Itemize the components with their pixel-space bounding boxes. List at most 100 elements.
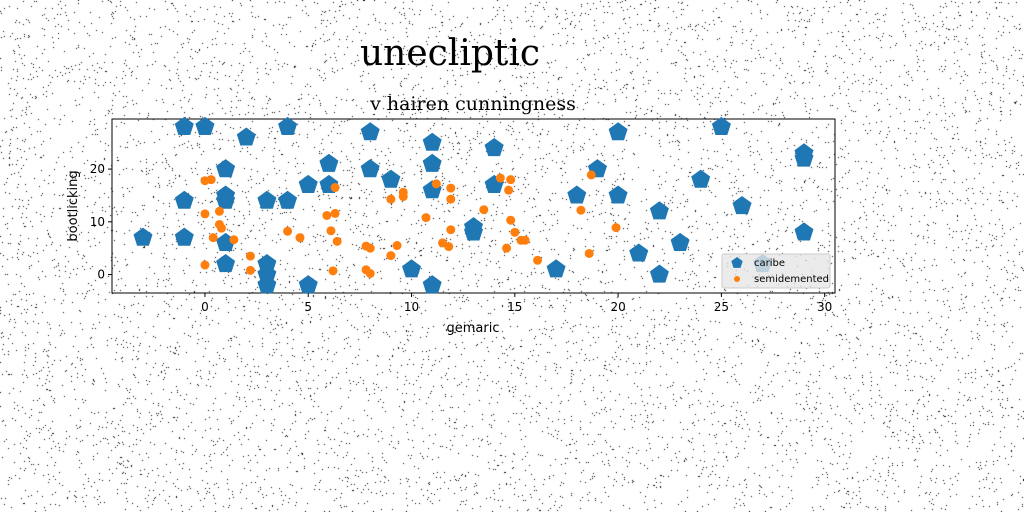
point-semidemented xyxy=(245,251,255,261)
point-semidemented xyxy=(446,225,456,235)
point-semidemented xyxy=(611,223,621,233)
point-caribe xyxy=(216,254,236,273)
point-caribe xyxy=(174,190,194,209)
point-semidemented xyxy=(328,266,338,276)
point-semidemented xyxy=(214,206,224,216)
y-tick-label: 20 xyxy=(90,162,105,176)
point-caribe xyxy=(649,201,669,220)
x-tick-label: 20 xyxy=(610,300,625,314)
point-semidemented xyxy=(398,192,408,202)
legend-marker-semidemented xyxy=(734,276,740,282)
point-caribe xyxy=(216,190,236,209)
point-semidemented xyxy=(495,173,505,183)
point-semidemented xyxy=(330,208,340,218)
point-caribe xyxy=(174,116,194,135)
point-caribe xyxy=(794,222,814,241)
point-semidemented xyxy=(229,235,239,245)
point-semidemented xyxy=(295,233,305,243)
point-semidemented xyxy=(283,226,293,236)
point-caribe xyxy=(649,264,669,283)
point-caribe xyxy=(381,169,401,188)
point-caribe xyxy=(422,153,442,172)
legend-label-semidemented: semidemented xyxy=(754,274,829,285)
point-semidemented xyxy=(200,260,210,270)
point-semidemented xyxy=(245,265,255,275)
point-caribe xyxy=(360,159,380,178)
y-tick-label: 0 xyxy=(97,268,105,282)
legend: caribe semidemented xyxy=(721,253,831,289)
point-semidemented xyxy=(326,226,336,236)
x-axis-label: gemaric xyxy=(447,321,500,336)
point-semidemented xyxy=(421,213,431,223)
point-semidemented xyxy=(446,183,456,193)
point-caribe xyxy=(257,254,277,273)
x-tick-label: 15 xyxy=(507,300,522,314)
point-caribe xyxy=(298,275,318,294)
point-semidemented xyxy=(200,209,210,219)
point-semidemented xyxy=(586,170,596,180)
point-semidemented xyxy=(365,268,375,278)
plot-frame xyxy=(111,118,836,294)
point-caribe xyxy=(422,275,442,294)
point-semidemented xyxy=(392,241,402,251)
point-caribe xyxy=(257,190,277,209)
x-tick-label: 5 xyxy=(304,300,312,314)
point-semidemented xyxy=(584,248,594,258)
point-caribe xyxy=(629,243,649,262)
legend-label-caribe: caribe xyxy=(754,258,785,269)
point-caribe xyxy=(608,122,628,141)
point-caribe xyxy=(278,190,298,209)
point-caribe xyxy=(732,196,752,215)
point-caribe xyxy=(608,185,628,204)
point-caribe xyxy=(195,116,215,135)
point-semidemented xyxy=(576,205,586,215)
y-axis-label: bootlicking xyxy=(66,170,81,241)
legend-box xyxy=(721,253,831,289)
point-semidemented xyxy=(504,185,514,195)
point-caribe xyxy=(691,169,711,188)
chart-title: v hairen cunningness xyxy=(369,93,576,115)
point-semidemented xyxy=(216,223,226,233)
point-semidemented xyxy=(506,175,516,185)
point-semidemented xyxy=(322,210,332,220)
point-semidemented xyxy=(444,242,454,252)
legend-marker-caribe xyxy=(731,257,743,268)
point-caribe xyxy=(298,174,318,193)
point-semidemented xyxy=(330,183,340,193)
point-semidemented xyxy=(386,194,396,204)
x-tick-label: 30 xyxy=(817,300,832,314)
point-semidemented xyxy=(479,205,489,215)
point-caribe xyxy=(216,159,236,178)
point-semidemented xyxy=(533,255,543,265)
point-caribe xyxy=(484,138,504,157)
point-caribe xyxy=(794,148,814,167)
point-caribe xyxy=(278,116,298,135)
plot-area xyxy=(133,116,814,294)
point-caribe xyxy=(319,153,339,172)
point-caribe xyxy=(257,264,277,283)
point-semidemented xyxy=(506,215,516,225)
point-semidemented xyxy=(386,251,396,261)
x-tick-label: 10 xyxy=(404,300,419,314)
y-axis: 0 10 20 xyxy=(90,162,112,282)
point-caribe xyxy=(402,259,421,278)
point-caribe xyxy=(546,259,566,278)
x-axis: 0 5 10 15 20 25 30 xyxy=(201,293,832,314)
point-caribe xyxy=(360,122,380,141)
chart-suptitle: unecliptic xyxy=(360,33,540,74)
point-semidemented xyxy=(431,179,441,189)
point-semidemented xyxy=(510,227,520,237)
point-caribe xyxy=(464,222,483,241)
point-caribe xyxy=(236,127,256,146)
point-semidemented xyxy=(365,243,375,253)
point-semidemented xyxy=(208,233,218,243)
y-tick-label: 10 xyxy=(90,215,105,229)
point-semidemented xyxy=(520,235,530,245)
point-semidemented xyxy=(446,194,456,204)
x-tick-label: 0 xyxy=(201,300,209,314)
point-caribe xyxy=(133,227,153,246)
point-semidemented xyxy=(502,243,512,253)
point-caribe xyxy=(711,116,731,135)
